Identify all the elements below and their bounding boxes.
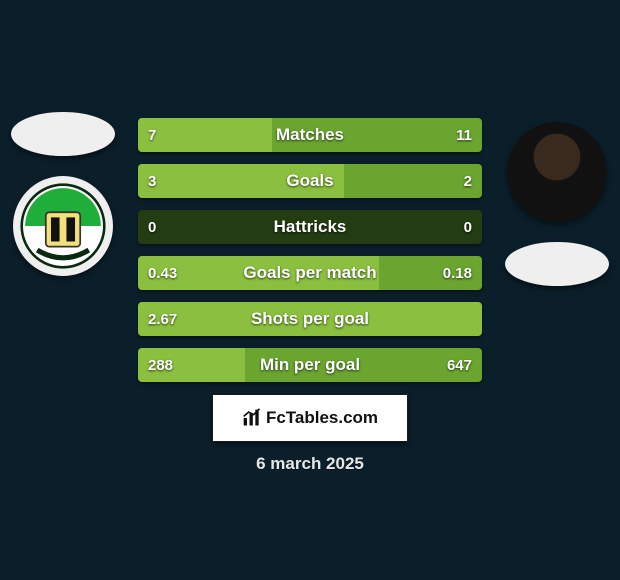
- stat-row: 32Goals: [138, 164, 482, 198]
- stat-row: 2.67Shots per goal: [138, 302, 482, 336]
- stat-fill-right: [344, 164, 482, 198]
- stat-fill-right: [379, 256, 482, 290]
- right-column: [502, 122, 612, 306]
- right-player-photo: [507, 122, 607, 222]
- stat-fill-left: [138, 256, 379, 290]
- chart-icon: [242, 408, 262, 428]
- stat-fill-left: [138, 164, 344, 198]
- club-crest-icon: [20, 183, 106, 269]
- stat-fill-left: [138, 348, 245, 382]
- right-club-badge-placeholder: [505, 242, 609, 286]
- stat-row: 288647Min per goal: [138, 348, 482, 382]
- stat-fill-right: [272, 118, 482, 152]
- stat-row: 0.430.18Goals per match: [138, 256, 482, 290]
- left-club-badge: [13, 176, 113, 276]
- stat-value-right: 0: [454, 210, 482, 244]
- site-label: FcTables.com: [266, 408, 378, 428]
- stat-fill-right: [245, 348, 482, 382]
- stat-value-left: 0: [138, 210, 166, 244]
- stat-row: 711Matches: [138, 118, 482, 152]
- stats-bars: 711Matches 32Goals 0 0Hattricks 0.430.18Goal…: [138, 118, 482, 394]
- stat-fill-left: [138, 302, 482, 336]
- site-attribution[interactable]: FcTables.com: [212, 394, 408, 442]
- stat-fill-left: [138, 118, 272, 152]
- left-player-avatar-placeholder: [11, 112, 115, 156]
- footer-date: 6 march 2025: [0, 454, 620, 474]
- left-column: [8, 112, 118, 296]
- stat-label: Hattricks: [138, 210, 482, 244]
- stat-row: 0 0Hattricks: [138, 210, 482, 244]
